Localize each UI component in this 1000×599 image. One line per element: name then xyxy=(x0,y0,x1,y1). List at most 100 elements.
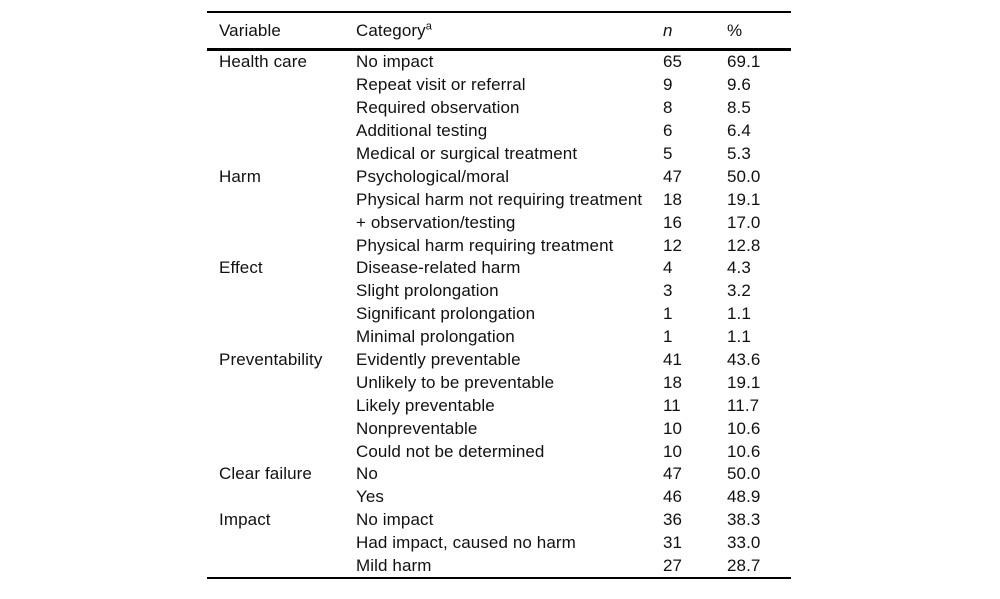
category-cell: Additional testing xyxy=(356,121,488,141)
n-cell: 10 xyxy=(663,418,683,438)
table-row: Health care No impact 65 69.1 xyxy=(207,51,791,74)
percent-cell: 38.3 xyxy=(727,510,761,530)
percent-cell: 4.3 xyxy=(727,258,751,278)
column-header-n-label: n xyxy=(663,20,673,40)
category-cell: Physical harm requiring treatment xyxy=(356,235,614,255)
table-row: Impact No impact 36 38.3 xyxy=(207,509,791,532)
category-cell: Slight prolongation xyxy=(356,281,499,301)
column-header-category: Categorya xyxy=(356,19,663,41)
table-row: + observation/testing 16 17.0 xyxy=(207,211,791,234)
percent-cell: 1.1 xyxy=(727,304,751,324)
percent-cell: 69.1 xyxy=(727,52,761,72)
table-row: Preventability Evidently preventable 41 43.… xyxy=(207,349,791,372)
n-cell: 31 xyxy=(663,533,683,553)
n-cell: 12 xyxy=(663,235,683,255)
category-cell: Psychological/moral xyxy=(356,166,510,186)
category-cell: + observation/testing xyxy=(356,212,516,232)
category-cell: Minimal prolongation xyxy=(356,327,515,347)
category-cell: No impact xyxy=(356,510,434,530)
variable-cell: Effect xyxy=(219,258,263,278)
table-row: Medical or surgical treatment 5 5.3 xyxy=(207,143,791,166)
table-row: Physical harm not requiring treatment 18 1… xyxy=(207,188,791,211)
percent-cell: 48.9 xyxy=(727,487,761,507)
percent-cell: 5.3 xyxy=(727,144,751,163)
column-header-percent: % xyxy=(727,21,791,41)
category-cell: Disease-related harm xyxy=(356,258,521,278)
percent-cell: 9.6 xyxy=(727,75,751,95)
n-cell: 10 xyxy=(663,441,683,461)
percent-cell: 50.0 xyxy=(727,464,761,484)
table-row: Nonpreventable 10 10.6 xyxy=(207,417,791,440)
variable-cell: Health care xyxy=(219,52,308,72)
n-cell: 9 xyxy=(663,75,673,95)
table-row: Minimal prolongation 1 1.1 xyxy=(207,326,791,349)
column-header-variable: Variable xyxy=(219,21,356,41)
n-cell: 46 xyxy=(663,487,683,507)
n-cell: 1 xyxy=(663,304,673,324)
column-header-variable-label: Variable xyxy=(219,20,281,40)
n-cell: 47 xyxy=(663,166,683,186)
n-cell: 27 xyxy=(663,556,683,576)
table-top-rule xyxy=(207,11,791,13)
column-header-percent-label: % xyxy=(727,20,743,40)
table-row: Likely preventable 11 11.7 xyxy=(207,394,791,417)
results-table: Variable Categorya n % Health care No imp… xyxy=(207,11,791,580)
n-cell: 8 xyxy=(663,98,673,118)
category-cell: Required observation xyxy=(356,98,520,118)
percent-cell: 11.7 xyxy=(727,395,760,415)
percent-cell: 1.1 xyxy=(727,327,751,347)
n-cell: 36 xyxy=(663,510,683,530)
category-cell: No xyxy=(356,464,378,484)
n-cell: 65 xyxy=(663,52,683,72)
category-cell: Could not be determined xyxy=(356,441,545,461)
table-bottom-rule xyxy=(207,577,791,580)
column-header-category-label: Category xyxy=(356,20,426,40)
table-header-row: Variable Categorya n % xyxy=(207,13,791,48)
table-row: Additional testing 6 6.4 xyxy=(207,120,791,143)
category-cell: Yes xyxy=(356,487,385,507)
n-cell: 18 xyxy=(663,189,683,209)
category-cell: Had impact, caused no harm xyxy=(356,533,576,553)
column-header-n: n xyxy=(663,21,727,41)
table-row: Could not be determined 10 10.6 xyxy=(207,440,791,463)
category-cell: Mild harm xyxy=(356,556,432,576)
percent-cell: 19.1 xyxy=(727,189,761,209)
n-cell: 4 xyxy=(663,258,673,278)
category-cell: Repeat visit or referral xyxy=(356,75,526,95)
percent-cell: 28.7 xyxy=(727,556,761,576)
table-row: Effect Disease-related harm 4 4.3 xyxy=(207,257,791,280)
table-row: Clear failure No 47 50.0 xyxy=(207,463,791,486)
percent-cell: 43.6 xyxy=(727,350,761,370)
n-cell: 18 xyxy=(663,372,683,392)
category-cell: Medical or surgical treatment xyxy=(356,144,578,163)
category-cell: Evidently preventable xyxy=(356,350,521,370)
category-cell: No impact xyxy=(356,52,434,72)
category-cell: Significant prolongation xyxy=(356,304,536,324)
n-cell: 16 xyxy=(663,212,683,232)
n-cell: 47 xyxy=(663,464,683,484)
n-cell: 6 xyxy=(663,121,673,141)
table-row: Unlikely to be preventable 18 19.1 xyxy=(207,371,791,394)
percent-cell: 19.1 xyxy=(727,372,761,392)
table-body: Health care No impact 65 69.1 Repeat visit o… xyxy=(207,51,791,577)
category-cell: Physical harm not requiring treatment xyxy=(356,189,643,209)
variable-cell: Harm xyxy=(219,166,261,186)
category-footnote-marker: a xyxy=(425,19,432,32)
percent-cell: 10.6 xyxy=(727,418,761,438)
percent-cell: 10.6 xyxy=(727,441,761,461)
percent-cell: 33.0 xyxy=(727,533,761,553)
percent-cell: 6.4 xyxy=(727,121,751,141)
table-row: Physical harm requiring treatment 12 12.8 xyxy=(207,234,791,257)
table-row: Had impact, caused no harm 31 33.0 xyxy=(207,532,791,555)
table-row: Required observation 8 8.5 xyxy=(207,97,791,120)
table-row: Repeat visit or referral 9 9.6 xyxy=(207,74,791,97)
percent-cell: 3.2 xyxy=(727,281,751,301)
table-row: Yes 46 48.9 xyxy=(207,486,791,509)
percent-cell: 12.8 xyxy=(727,235,761,255)
percent-cell: 17.0 xyxy=(727,212,761,232)
table-row: Mild harm 27 28.7 xyxy=(207,555,791,578)
table-header-rule xyxy=(207,48,791,51)
category-cell: Unlikely to be preventable xyxy=(356,372,555,392)
variable-cell: Preventability xyxy=(219,350,323,370)
